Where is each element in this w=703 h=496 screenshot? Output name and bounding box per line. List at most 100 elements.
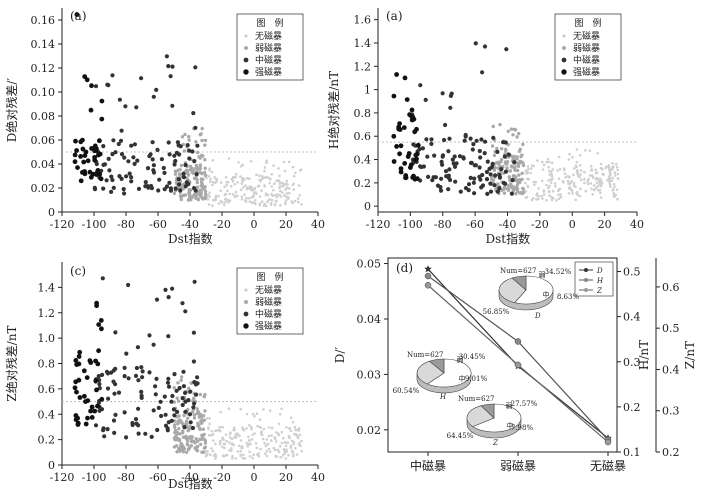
data-point xyxy=(256,453,259,456)
data-point xyxy=(205,453,208,457)
data-point xyxy=(222,442,226,446)
data-point xyxy=(99,116,105,122)
data-point xyxy=(240,197,244,201)
data-point xyxy=(508,169,512,173)
data-point xyxy=(214,196,218,200)
data-point xyxy=(615,162,618,166)
data-point xyxy=(244,184,247,187)
data-point xyxy=(172,153,177,158)
data-point xyxy=(448,105,453,110)
data-point xyxy=(245,441,248,445)
data-point xyxy=(177,437,181,441)
data-point xyxy=(165,428,170,433)
data-point xyxy=(611,161,614,165)
data-point xyxy=(263,452,267,456)
data-point xyxy=(526,185,530,189)
data-point xyxy=(126,282,131,288)
data-point xyxy=(163,412,168,417)
data-point xyxy=(296,197,300,200)
data-point xyxy=(228,449,231,452)
data-point xyxy=(281,191,284,194)
data-point xyxy=(298,441,301,445)
data-point xyxy=(267,447,271,451)
data-point xyxy=(601,167,604,171)
data-point xyxy=(110,152,115,157)
data-point xyxy=(186,398,191,403)
data-point xyxy=(111,368,116,373)
data-point xyxy=(403,175,409,181)
data-point xyxy=(181,142,186,147)
data-point xyxy=(122,191,127,196)
data-point xyxy=(478,155,483,160)
data-point xyxy=(208,453,212,456)
data-point xyxy=(99,326,104,332)
data-point xyxy=(161,165,166,171)
data-point xyxy=(180,402,185,408)
data-point xyxy=(165,380,171,385)
data-point xyxy=(101,186,106,191)
data-point xyxy=(172,386,176,390)
data-point xyxy=(203,166,207,170)
data-point xyxy=(195,411,199,416)
data-point xyxy=(170,103,175,108)
data-point xyxy=(272,446,276,450)
data-point xyxy=(485,191,490,196)
data-point xyxy=(280,430,284,434)
data-point xyxy=(391,159,397,164)
data-point xyxy=(547,166,550,169)
data-point xyxy=(241,456,245,460)
data-point xyxy=(74,389,79,395)
data-point xyxy=(294,171,297,175)
data-point xyxy=(575,171,579,175)
data-point xyxy=(285,426,288,429)
data-point xyxy=(269,203,273,206)
data-point xyxy=(558,167,562,171)
data-point xyxy=(193,382,199,387)
data-point xyxy=(133,417,139,422)
data-point xyxy=(202,432,206,437)
data-point xyxy=(541,197,544,200)
data-point xyxy=(518,161,522,165)
data-point xyxy=(492,183,497,188)
data-point xyxy=(401,125,407,130)
data-point xyxy=(226,189,229,193)
data-point xyxy=(574,198,577,202)
x-tick-label: 20 xyxy=(279,218,293,231)
data-point xyxy=(193,441,197,445)
data-point xyxy=(148,152,153,157)
data-point xyxy=(177,385,182,391)
data-point xyxy=(615,188,619,192)
y-tick-label: 0.8 xyxy=(38,358,56,371)
legend-label: 强磁暴 xyxy=(255,66,282,78)
data-point xyxy=(113,412,118,417)
data-point xyxy=(200,126,204,131)
data-point xyxy=(73,138,78,144)
x-tick-label: 40 xyxy=(311,218,325,231)
data-point xyxy=(289,429,293,433)
data-point xyxy=(583,181,586,185)
data-point xyxy=(598,180,601,184)
pie-count: Num=627 xyxy=(458,395,495,403)
data-point xyxy=(239,454,242,458)
data-point xyxy=(195,178,199,182)
y-tick-label: 0.4 xyxy=(354,154,372,167)
data-point xyxy=(185,450,189,454)
data-point xyxy=(594,168,597,172)
y-tick-label: 0.5 xyxy=(662,322,680,335)
data-point xyxy=(185,143,190,148)
data-point xyxy=(599,162,603,166)
data-point xyxy=(409,107,415,113)
data-point xyxy=(559,193,562,196)
data-point xyxy=(89,83,94,89)
data-point xyxy=(540,160,544,164)
data-point xyxy=(424,265,432,273)
data-point xyxy=(190,425,196,431)
data-point xyxy=(129,179,134,184)
data-point xyxy=(215,178,219,181)
data-point xyxy=(510,178,515,183)
data-point xyxy=(231,193,235,196)
data-point xyxy=(241,426,244,430)
data-point xyxy=(509,191,514,196)
data-point xyxy=(247,197,250,200)
